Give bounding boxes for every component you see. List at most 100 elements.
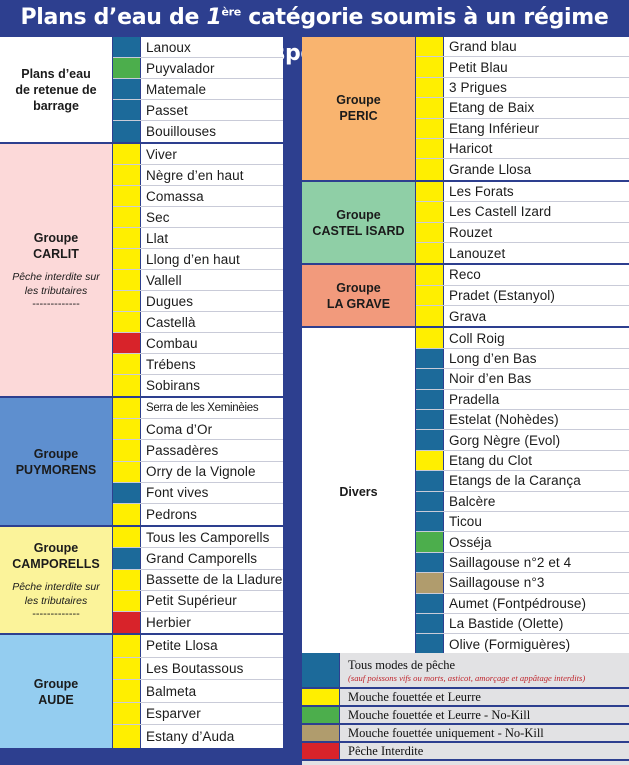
- lake-name: Etang Inférieur: [449, 120, 540, 136]
- lake-name: Etang du Clot: [449, 453, 533, 468]
- lake-row: Passet: [113, 100, 283, 121]
- title-num: 1: [206, 5, 222, 30]
- fishing-mode-swatch: [113, 333, 141, 353]
- lake-name: Balcère: [449, 493, 496, 509]
- lake-name: Serra de les Xeminèies: [146, 402, 259, 415]
- lake-name: Noir d’en Bas: [449, 371, 532, 387]
- lake-row: Les Boutassous: [113, 657, 283, 681]
- lake-row: Balmeta: [113, 680, 283, 703]
- lake-list: Coll Roig Long d’en Bas Noir d’en Bas Prade…: [416, 328, 629, 655]
- lake-row: Passadères: [113, 440, 283, 462]
- title-sup: ère: [221, 5, 241, 19]
- group-label-line: Divers: [339, 484, 378, 499]
- lake-name: Pradet (Estanyol): [449, 287, 555, 303]
- lake-list: Petite Llosa Les Boutassous Balmeta Esparve…: [113, 635, 283, 749]
- lake-row: Pradella: [416, 389, 629, 411]
- lake-group: Groupe AUDE Petite Llosa Les Boutassous Balm…: [0, 635, 283, 751]
- fishing-mode-swatch: [416, 138, 444, 159]
- fishing-mode-swatch: [416, 410, 444, 430]
- group-label-line: PERIC: [339, 109, 378, 124]
- fishing-mode-swatch: [416, 37, 444, 57]
- lake-name: Font vives: [146, 485, 209, 501]
- fishing-mode-swatch: [416, 634, 444, 655]
- page-title: Plans d’eau de 1ère catégorie soumis à u…: [0, 0, 629, 66]
- fishing-mode-swatch: [416, 491, 444, 511]
- lake-list: Les Forats Les Castell Izard Rouzet Lanouze…: [416, 181, 629, 264]
- lake-row: Combau: [113, 333, 283, 354]
- lake-name: Lanouzet: [449, 245, 506, 261]
- lake-row: Nègre d’en haut: [113, 165, 283, 186]
- lake-name: Haricot: [449, 141, 493, 157]
- fishing-mode-swatch: [416, 57, 444, 77]
- group-label: Groupe PUYMORENS: [0, 398, 113, 526]
- legend-text: Mouche fouettée et Leurre - No-Kill: [340, 707, 530, 723]
- group-label: Groupe AUDE: [0, 635, 113, 749]
- lake-name: Saillagouse n°3: [449, 575, 545, 591]
- lake-name: Les Boutassous: [146, 660, 244, 676]
- lake-row: Puyvalador: [113, 58, 283, 79]
- fishing-mode-swatch: [113, 725, 141, 749]
- fishing-mode-swatch: [113, 58, 141, 78]
- lake-row: Osséja: [416, 532, 629, 553]
- fishing-mode-swatch: [416, 450, 444, 471]
- fishing-mode-swatch: [113, 144, 141, 164]
- fishing-mode-swatch: [113, 270, 141, 290]
- lake-list: Viver Nègre d’en haut Comassa Sec Llat Llong …: [113, 144, 283, 396]
- group-label-line: Groupe: [33, 446, 79, 461]
- group-label: Groupe LA GRAVE: [302, 265, 416, 327]
- fishing-mode-swatch: [113, 569, 141, 590]
- lake-row: Les Forats: [416, 181, 629, 203]
- fishing-mode-swatch: [113, 419, 141, 440]
- lake-row: Matemale: [113, 79, 283, 100]
- lake-name: Matemale: [146, 81, 207, 97]
- lake-name: Sobirans: [146, 378, 201, 393]
- lake-name: Esparver: [146, 706, 201, 722]
- lake-name: Vallell: [146, 272, 182, 288]
- legend-swatch: [302, 653, 340, 687]
- lake-name: La Bastide (Olette): [449, 616, 564, 632]
- legend-text: Mouche fouettée uniquement - No-Kill: [340, 725, 544, 741]
- lake-row: Sobirans: [113, 375, 283, 396]
- lake-group: Groupe PUYMORENS Serra de les Xeminèies Com…: [0, 398, 283, 528]
- lake-name: Coll Roig: [449, 330, 505, 346]
- lake-name: Les Forats: [449, 183, 514, 199]
- legend-label: Mouche fouettée et Leurre: [348, 689, 481, 704]
- lake-name: Rouzet: [449, 224, 493, 240]
- fishing-mode-swatch: [113, 611, 141, 634]
- lake-row: La Bastide (Olette): [416, 613, 629, 635]
- lake-name: Bouillouses: [146, 124, 217, 139]
- fishing-mode-swatch: [113, 635, 141, 657]
- lake-list: Serra de les Xeminèies Coma d’Or Passadère…: [113, 398, 283, 526]
- group-label-line: LA GRAVE: [326, 296, 391, 311]
- lake-row: Etang Inférieur: [416, 118, 629, 139]
- lake-row: Petit Supérieur: [113, 590, 283, 612]
- legend-swatch: [302, 707, 340, 723]
- fishing-mode-swatch: [416, 389, 444, 410]
- group-note-line: Pêche interdite sur: [12, 271, 100, 283]
- fishing-mode-swatch: [113, 37, 141, 57]
- lake-row: Saillagouse n°2 et 4: [416, 552, 629, 574]
- legend-row: Mouche fouettée et Leurre: [302, 689, 629, 707]
- group-label-line: barrage: [33, 98, 79, 113]
- lake-name: Castellà: [146, 314, 196, 330]
- legend-row: Mouche fouettée et Leurre - No-Kill: [302, 707, 629, 725]
- legend-text: Mouche fouettée et Leurre: [340, 689, 481, 705]
- legend-row: Pêche Interdite: [302, 743, 629, 761]
- lake-name: Estany d’Auda: [146, 729, 235, 745]
- lake-name: Saillagouse n°2 et 4: [449, 554, 572, 570]
- fishing-mode-swatch: [113, 186, 141, 206]
- lake-row: Castellà: [113, 312, 283, 333]
- lake-name: Osséja: [449, 534, 492, 550]
- fishing-mode-swatch: [113, 503, 141, 526]
- lake-group: Groupe PERIC Grand blau Petit Blau 3 Prigues…: [302, 37, 629, 182]
- lake-name: Dugues: [146, 293, 194, 309]
- lake-name: Passadères: [146, 442, 219, 458]
- lake-name: Long d’en Bas: [449, 351, 537, 367]
- lake-group: Groupe LA GRAVE Reco Pradet (Estanyol) Grava: [302, 265, 629, 329]
- lake-list: Reco Pradet (Estanyol) Grava: [416, 265, 629, 327]
- fishing-mode-swatch: [113, 461, 141, 482]
- lake-name: Trébens: [146, 356, 196, 372]
- group-label: Plans d’eau de retenue de barrage: [0, 37, 113, 142]
- lake-group: Groupe CARLIT Pêche interdite sur les tribu…: [0, 144, 283, 398]
- group-label: Groupe CAMPORELLS Pêche interdite sur les t…: [0, 527, 113, 634]
